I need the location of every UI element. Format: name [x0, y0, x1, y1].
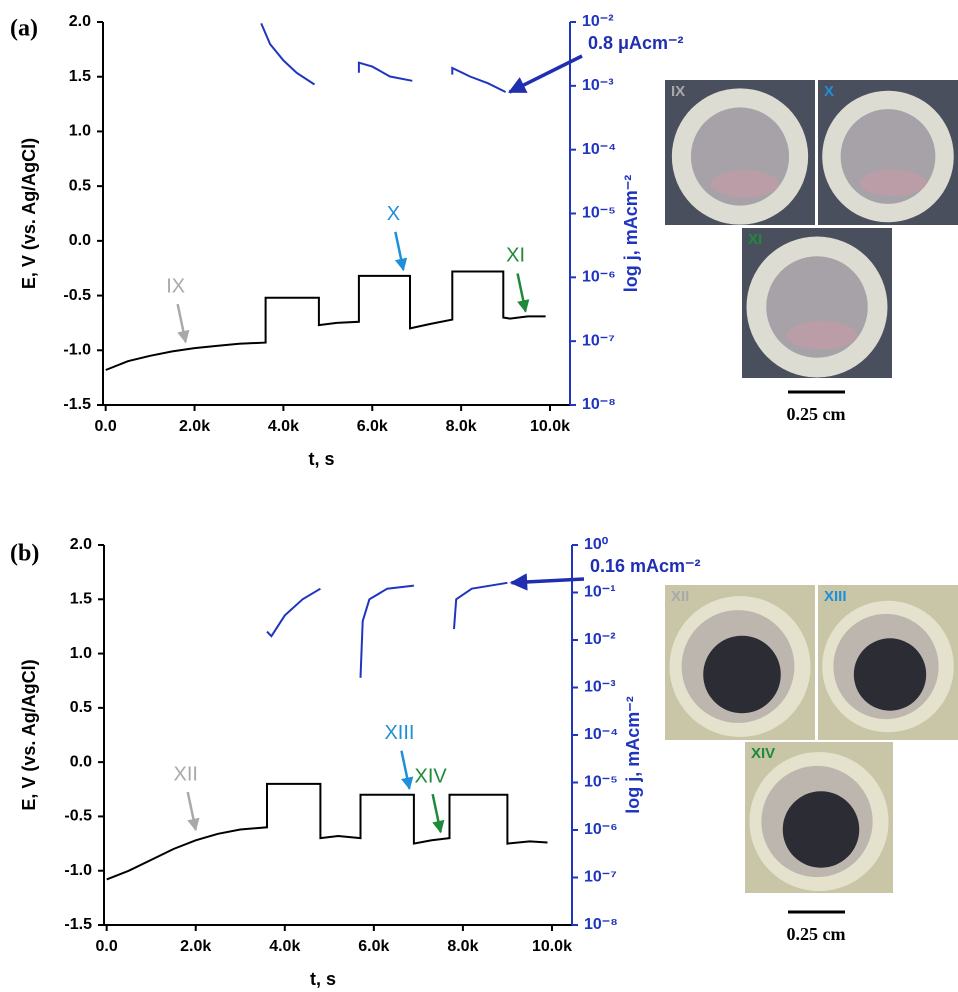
x-axis-label: t, s — [308, 449, 334, 469]
photo-label: XIV — [751, 745, 775, 762]
photo-tint — [710, 170, 780, 198]
annotation-text: IX — [166, 275, 185, 297]
y-tick-label: 2.0 — [69, 13, 91, 30]
y2-axis-label: log j, mAcm⁻² — [623, 696, 643, 814]
y2-tick-label: 10⁻³ — [582, 77, 614, 94]
y2-tick-label: 10⁻⁷ — [582, 332, 615, 349]
x-tick-label: 0.0 — [96, 938, 118, 955]
y-tick-label: 0.5 — [70, 699, 92, 716]
x-tick-label: 6.0k — [358, 938, 389, 955]
y2-tick-label: 10⁻⁷ — [584, 869, 617, 886]
annotation-text: X — [387, 203, 400, 225]
y2-tick-label: 10⁻⁴ — [582, 141, 616, 158]
y-tick-label: -1.0 — [63, 342, 91, 359]
y2-tick-label: 10⁻⁶ — [584, 821, 618, 838]
y-tick-label: 0.0 — [69, 232, 91, 249]
y2-tick-label: 10⁻³ — [584, 679, 616, 696]
photo-spot — [782, 791, 860, 868]
y-tick-label: -1.5 — [64, 916, 92, 933]
y-tick-label: 1.5 — [69, 68, 91, 85]
scale-label: 0.25 cm — [787, 924, 846, 944]
annotation-arrow — [186, 791, 200, 832]
y-axis-label: E, V (vs. Ag/AgCl) — [19, 138, 39, 289]
data-line — [105, 270, 546, 371]
y2-tick-label: 10⁻⁸ — [584, 916, 618, 933]
data-line — [260, 23, 507, 93]
photo-label: XIII — [824, 588, 847, 605]
y-tick-label: 1.0 — [69, 123, 91, 140]
y2-tick-label: 10⁻⁵ — [584, 774, 618, 791]
y2-tick-label: 10⁰ — [584, 536, 609, 553]
annotation-arrow — [400, 750, 414, 790]
y-tick-label: 0.5 — [69, 177, 91, 194]
x-axis-label: t, s — [310, 969, 336, 989]
y-tick-label: 1.5 — [70, 591, 92, 608]
annotation-arrow — [176, 303, 190, 344]
x-tick-label: 4.0k — [269, 938, 300, 955]
photo-label: XII — [671, 588, 689, 605]
y-tick-label: 2.0 — [70, 536, 92, 553]
y2-tick-label: 10⁻¹ — [584, 584, 616, 601]
photo-label: XI — [748, 231, 762, 248]
y2-tick-label: 10⁻⁴ — [584, 726, 618, 743]
y2-tick-label: 10⁻⁵ — [582, 205, 616, 222]
scale-label: 0.25 cm — [787, 404, 846, 424]
x-tick-label: 8.0k — [447, 938, 478, 955]
annotation-arrow — [394, 231, 408, 272]
photo-label: IX — [671, 83, 685, 100]
annotation-text: XIV — [415, 765, 448, 787]
y-tick-label: -0.5 — [63, 287, 91, 304]
x-tick-label: 4.0k — [268, 418, 299, 435]
data-line — [266, 581, 508, 678]
annotation-text: 0.16 mAcm⁻² — [590, 556, 701, 576]
photo-tint — [860, 169, 926, 196]
annotation-arrow — [431, 793, 445, 834]
annotation-text: XII — [174, 763, 198, 785]
data-line — [106, 782, 548, 881]
x-tick-label: 8.0k — [446, 418, 477, 435]
annotation-arrow — [508, 54, 583, 94]
y2-axis-label: log j, mAcm⁻² — [621, 175, 641, 293]
y-tick-label: -0.5 — [64, 808, 92, 825]
photo-spot — [853, 638, 927, 711]
annotation-arrow — [516, 273, 530, 313]
x-tick-label: 6.0k — [357, 418, 388, 435]
y-tick-label: 1.0 — [70, 645, 92, 662]
y-tick-label: -1.0 — [64, 862, 92, 879]
panel-label: (a) — [10, 16, 38, 42]
photo-label: X — [824, 83, 834, 100]
annotation-text: XI — [506, 245, 525, 267]
photo-tint — [786, 321, 858, 350]
photo-spot — [703, 635, 781, 714]
y-tick-label: -1.5 — [63, 396, 91, 413]
x-tick-label: 2.0k — [180, 938, 211, 955]
y-axis-label: E, V (vs. Ag/AgCl) — [19, 659, 39, 810]
y2-tick-label: 10⁻² — [582, 13, 614, 30]
y2-tick-label: 10⁻² — [584, 631, 616, 648]
panel-label: (b) — [10, 541, 39, 567]
annotation-arrow — [509, 573, 585, 591]
y2-tick-label: 10⁻⁶ — [582, 269, 616, 286]
annotation-text: XIII — [384, 722, 414, 744]
x-tick-label: 10.0k — [530, 418, 570, 435]
y-tick-label: 0.0 — [70, 753, 92, 770]
annotation-text: 0.8 μAcm⁻² — [588, 33, 684, 53]
x-tick-label: 0.0 — [95, 418, 117, 435]
x-tick-label: 2.0k — [179, 418, 210, 435]
y2-tick-label: 10⁻⁸ — [582, 396, 616, 413]
x-tick-label: 10.0k — [532, 938, 572, 955]
